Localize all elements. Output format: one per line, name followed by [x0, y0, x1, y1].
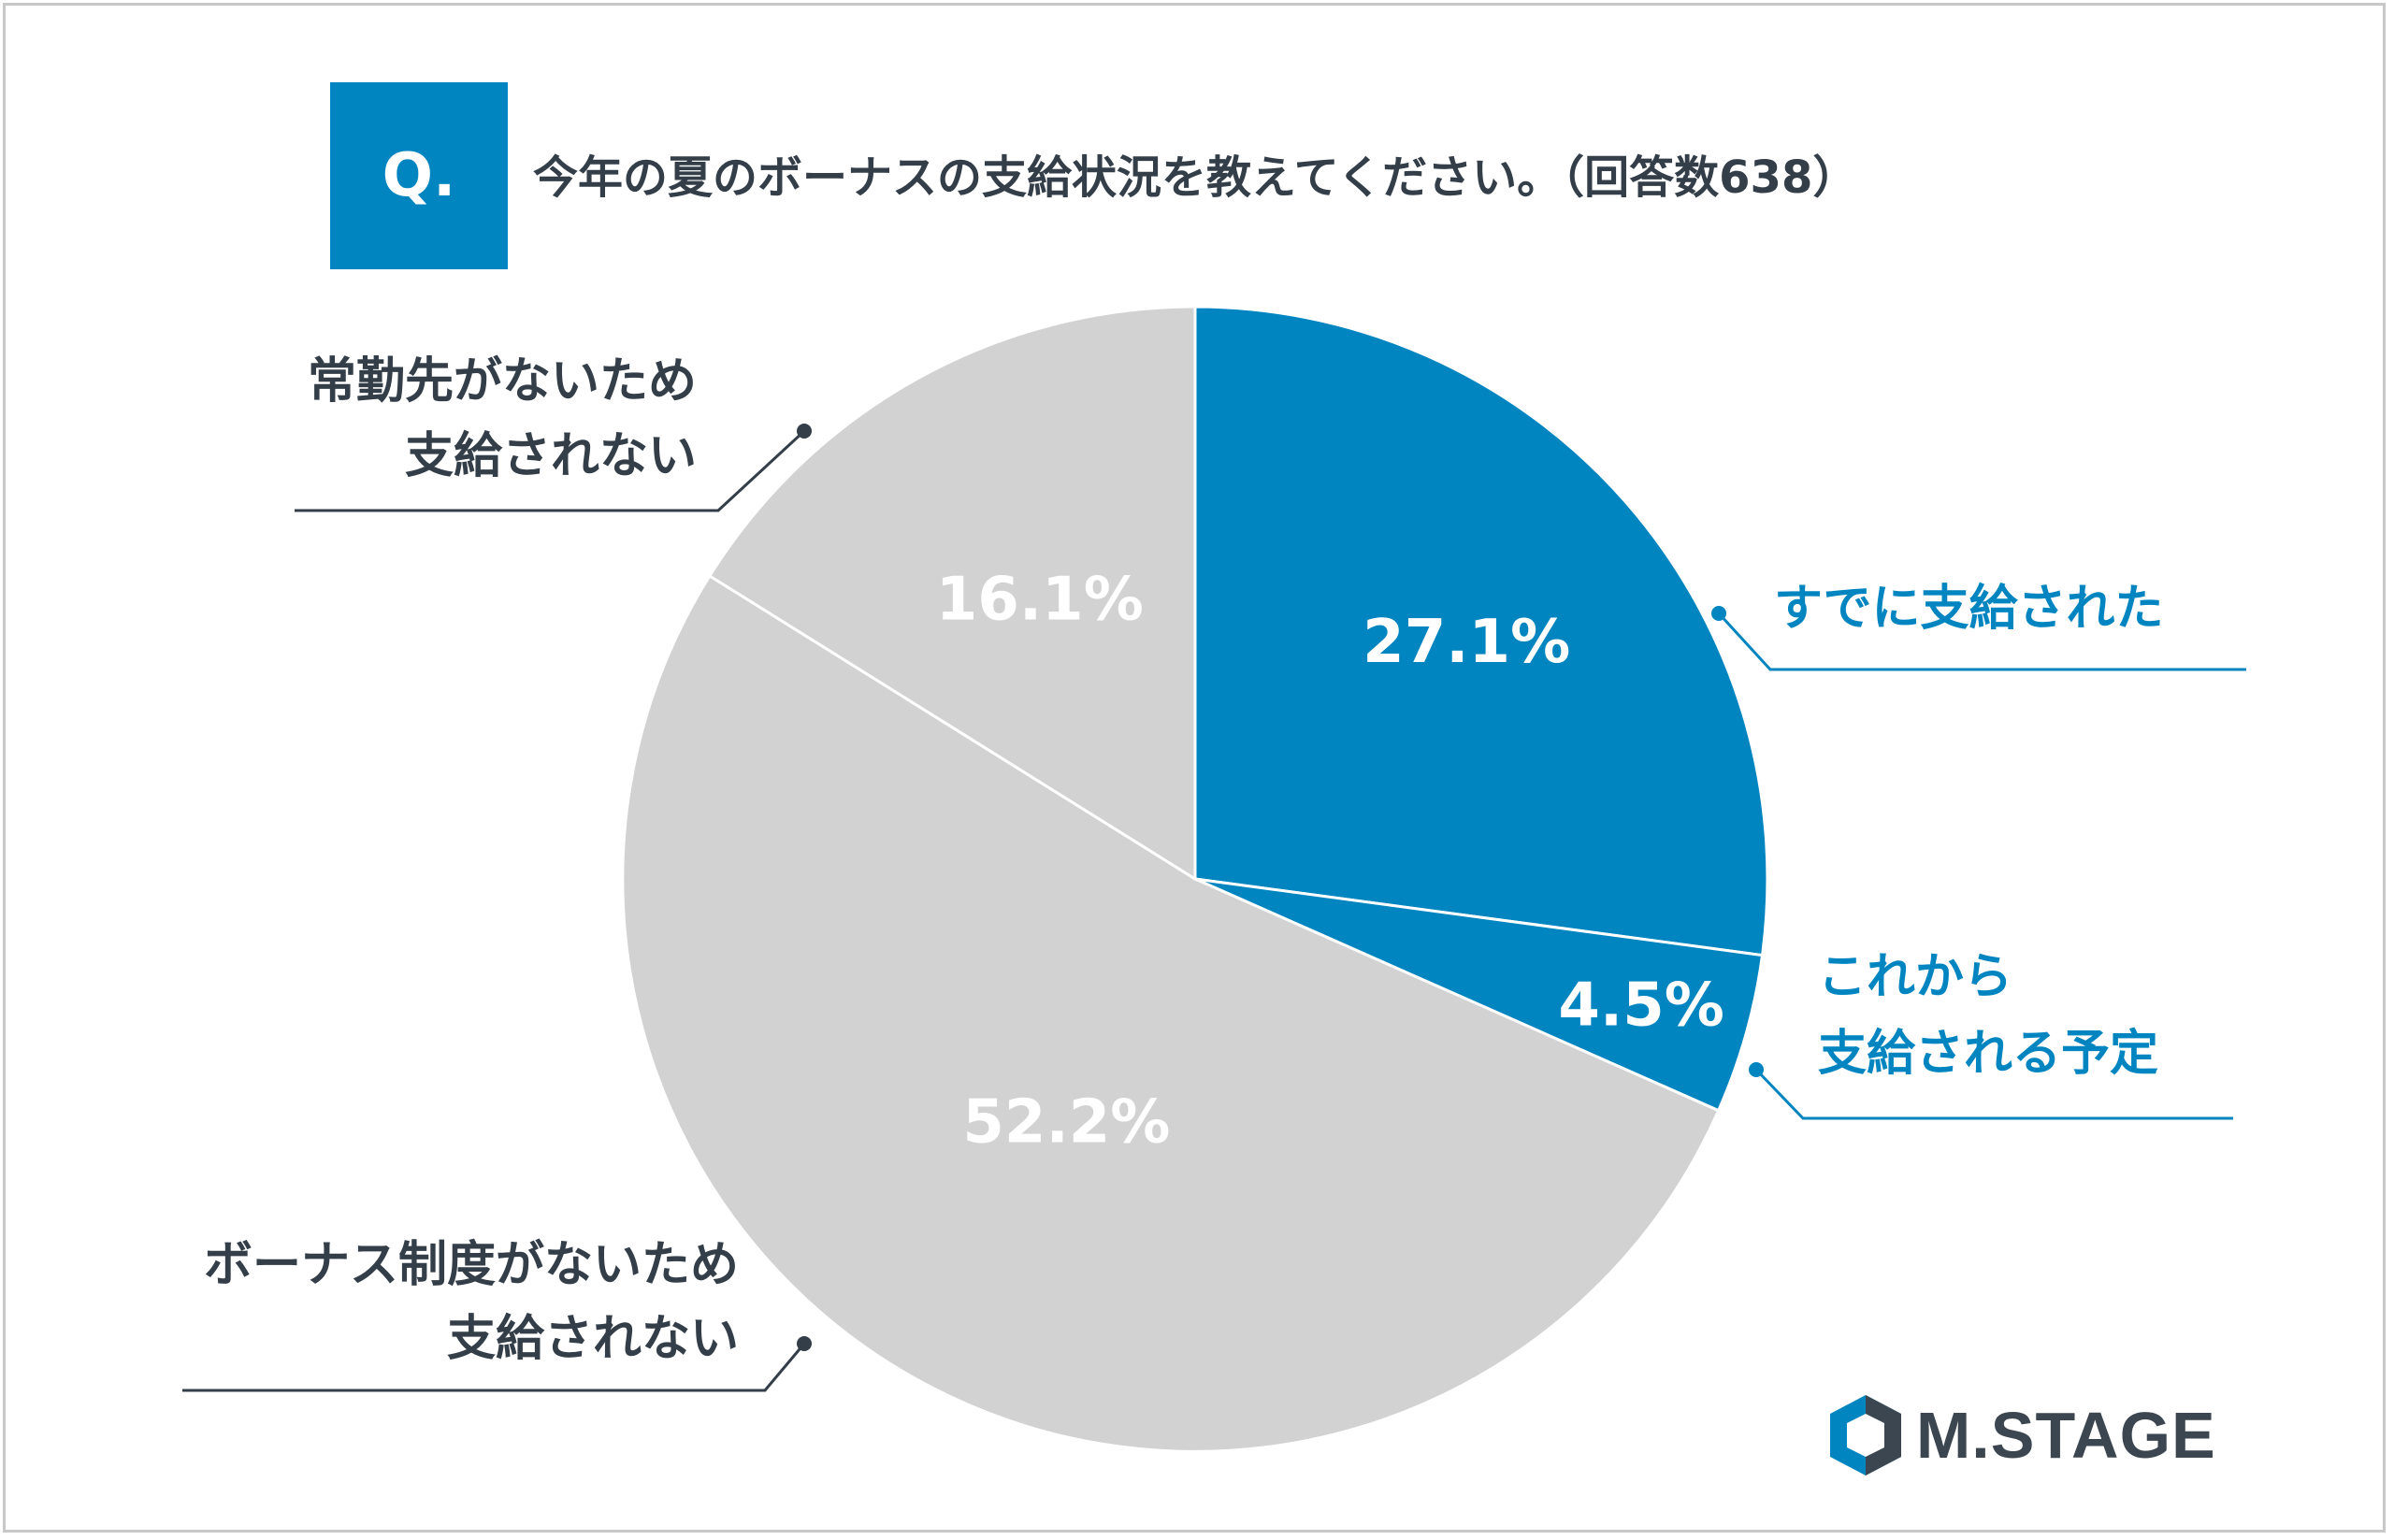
pie-category-labels: すでに支給されたこれから支給される予定ボーナス制度がないため支給されない常勤先が… [204, 353, 2164, 1367]
leader-line [295, 429, 806, 512]
pie-slices [621, 305, 1769, 1453]
pie-value-labels: 27.1% 4.5% 52.2% 16.1% [936, 565, 1724, 1157]
brand-logo: M.STAGE [1828, 1393, 2216, 1477]
slice-category-label: 支給される予定 [1818, 1026, 2158, 1082]
chart-title: 今年の夏のボーナスの支給状況を教えてください。（回答数638） [533, 151, 1858, 204]
slice-value-label: 52.2% [962, 1088, 1170, 1158]
leader-dot [1749, 1062, 1764, 1077]
pie-slice [1194, 877, 1765, 1113]
slice-value-label: 27.1% [1363, 608, 1570, 677]
leader-line [182, 1343, 806, 1392]
slice-category-label: ボーナス制度がないため [204, 1237, 739, 1293]
pie-slice [621, 573, 1721, 1453]
slice-category-label: すでに支給された [1774, 581, 2164, 637]
leader-line [1754, 1068, 2233, 1120]
slice-value-label: 4.5% [1558, 971, 1724, 1041]
slice-category-label: 常勤先がないため [308, 353, 697, 410]
pie-leader-lines [182, 424, 2246, 1392]
logo-mark-icon [1830, 1395, 1901, 1475]
slice-category-label: これから [1818, 949, 2012, 1005]
leader-dot [797, 1336, 812, 1351]
brand-name: M.STAGE [1916, 1399, 2216, 1472]
leader-dot [1711, 606, 1726, 621]
pie-slice [1193, 305, 1769, 957]
slice-category-label: 支給されない [447, 1311, 739, 1367]
pie-slice [707, 305, 1197, 882]
leader-line [1717, 612, 2246, 671]
slice-category-label: 支給されない [405, 428, 697, 484]
chart-frame [3, 3, 2386, 1533]
leader-dot [797, 424, 812, 439]
slice-value-label: 16.1% [936, 565, 1144, 634]
question-badge: Q. [330, 82, 508, 269]
